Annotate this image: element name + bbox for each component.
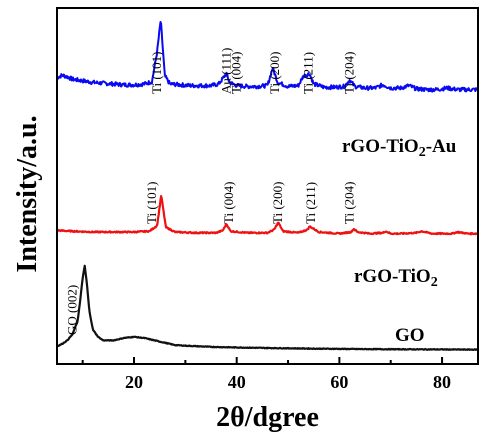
peak-label: Au (111) bbox=[218, 48, 233, 94]
peak-label: Ti (004) bbox=[221, 181, 236, 224]
x-tick-label: 20 bbox=[125, 372, 143, 392]
series-line-1 bbox=[56, 20, 479, 93]
y-axis-title: Intensity/a.u. bbox=[12, 115, 43, 272]
peak-label: Ti (101) bbox=[149, 51, 164, 94]
x-tick-label: 80 bbox=[433, 372, 451, 392]
series-label: rGO-TiO2-Au bbox=[342, 136, 457, 160]
series-line-3 bbox=[56, 264, 479, 352]
x-axis-title: 2θ/dgree bbox=[216, 402, 319, 433]
peak-label: Ti (204) bbox=[342, 51, 357, 94]
peak-label: Ti (204) bbox=[342, 181, 357, 224]
peak-label: Ti (004) bbox=[229, 51, 244, 94]
peak-label: GO (002) bbox=[64, 285, 79, 335]
x-axis: 20 40 60 80 bbox=[81, 357, 451, 392]
x-tick-label: 40 bbox=[228, 372, 246, 392]
series-label: rGO-TiO2 bbox=[354, 266, 438, 290]
peak-label: Ti (200) bbox=[270, 181, 285, 224]
series-label: GO bbox=[395, 325, 425, 346]
series-line-2 bbox=[56, 195, 479, 236]
peak-label: Ti (101) bbox=[144, 181, 159, 224]
peak-label: Ti (211) bbox=[301, 52, 316, 94]
peak-label: Ti (200) bbox=[267, 51, 282, 94]
peak-label: Ti (211) bbox=[303, 182, 318, 224]
plot-frame bbox=[56, 7, 479, 365]
x-tick-label: 60 bbox=[330, 372, 348, 392]
plot-area bbox=[56, 20, 479, 352]
